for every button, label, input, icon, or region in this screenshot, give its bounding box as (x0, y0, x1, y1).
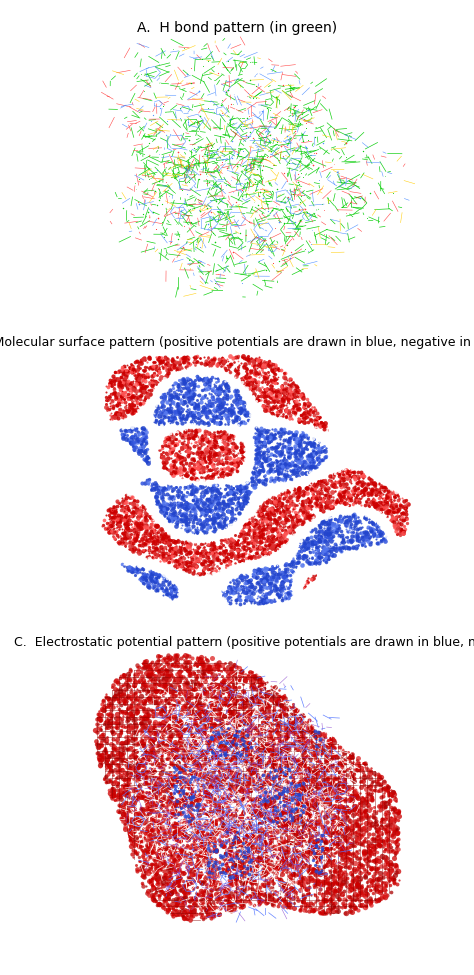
Text: B.  Molecular surface pattern (positive potentials are drawn in blue, negative i: B. Molecular surface pattern (positive p… (0, 336, 474, 349)
Text: A.  H bond pattern (in green): A. H bond pattern (in green) (137, 21, 337, 35)
Text: C.  Electrostatic potential pattern (positive potentials are drawn in blue, nega: C. Electrostatic potential pattern (posi… (14, 636, 474, 648)
